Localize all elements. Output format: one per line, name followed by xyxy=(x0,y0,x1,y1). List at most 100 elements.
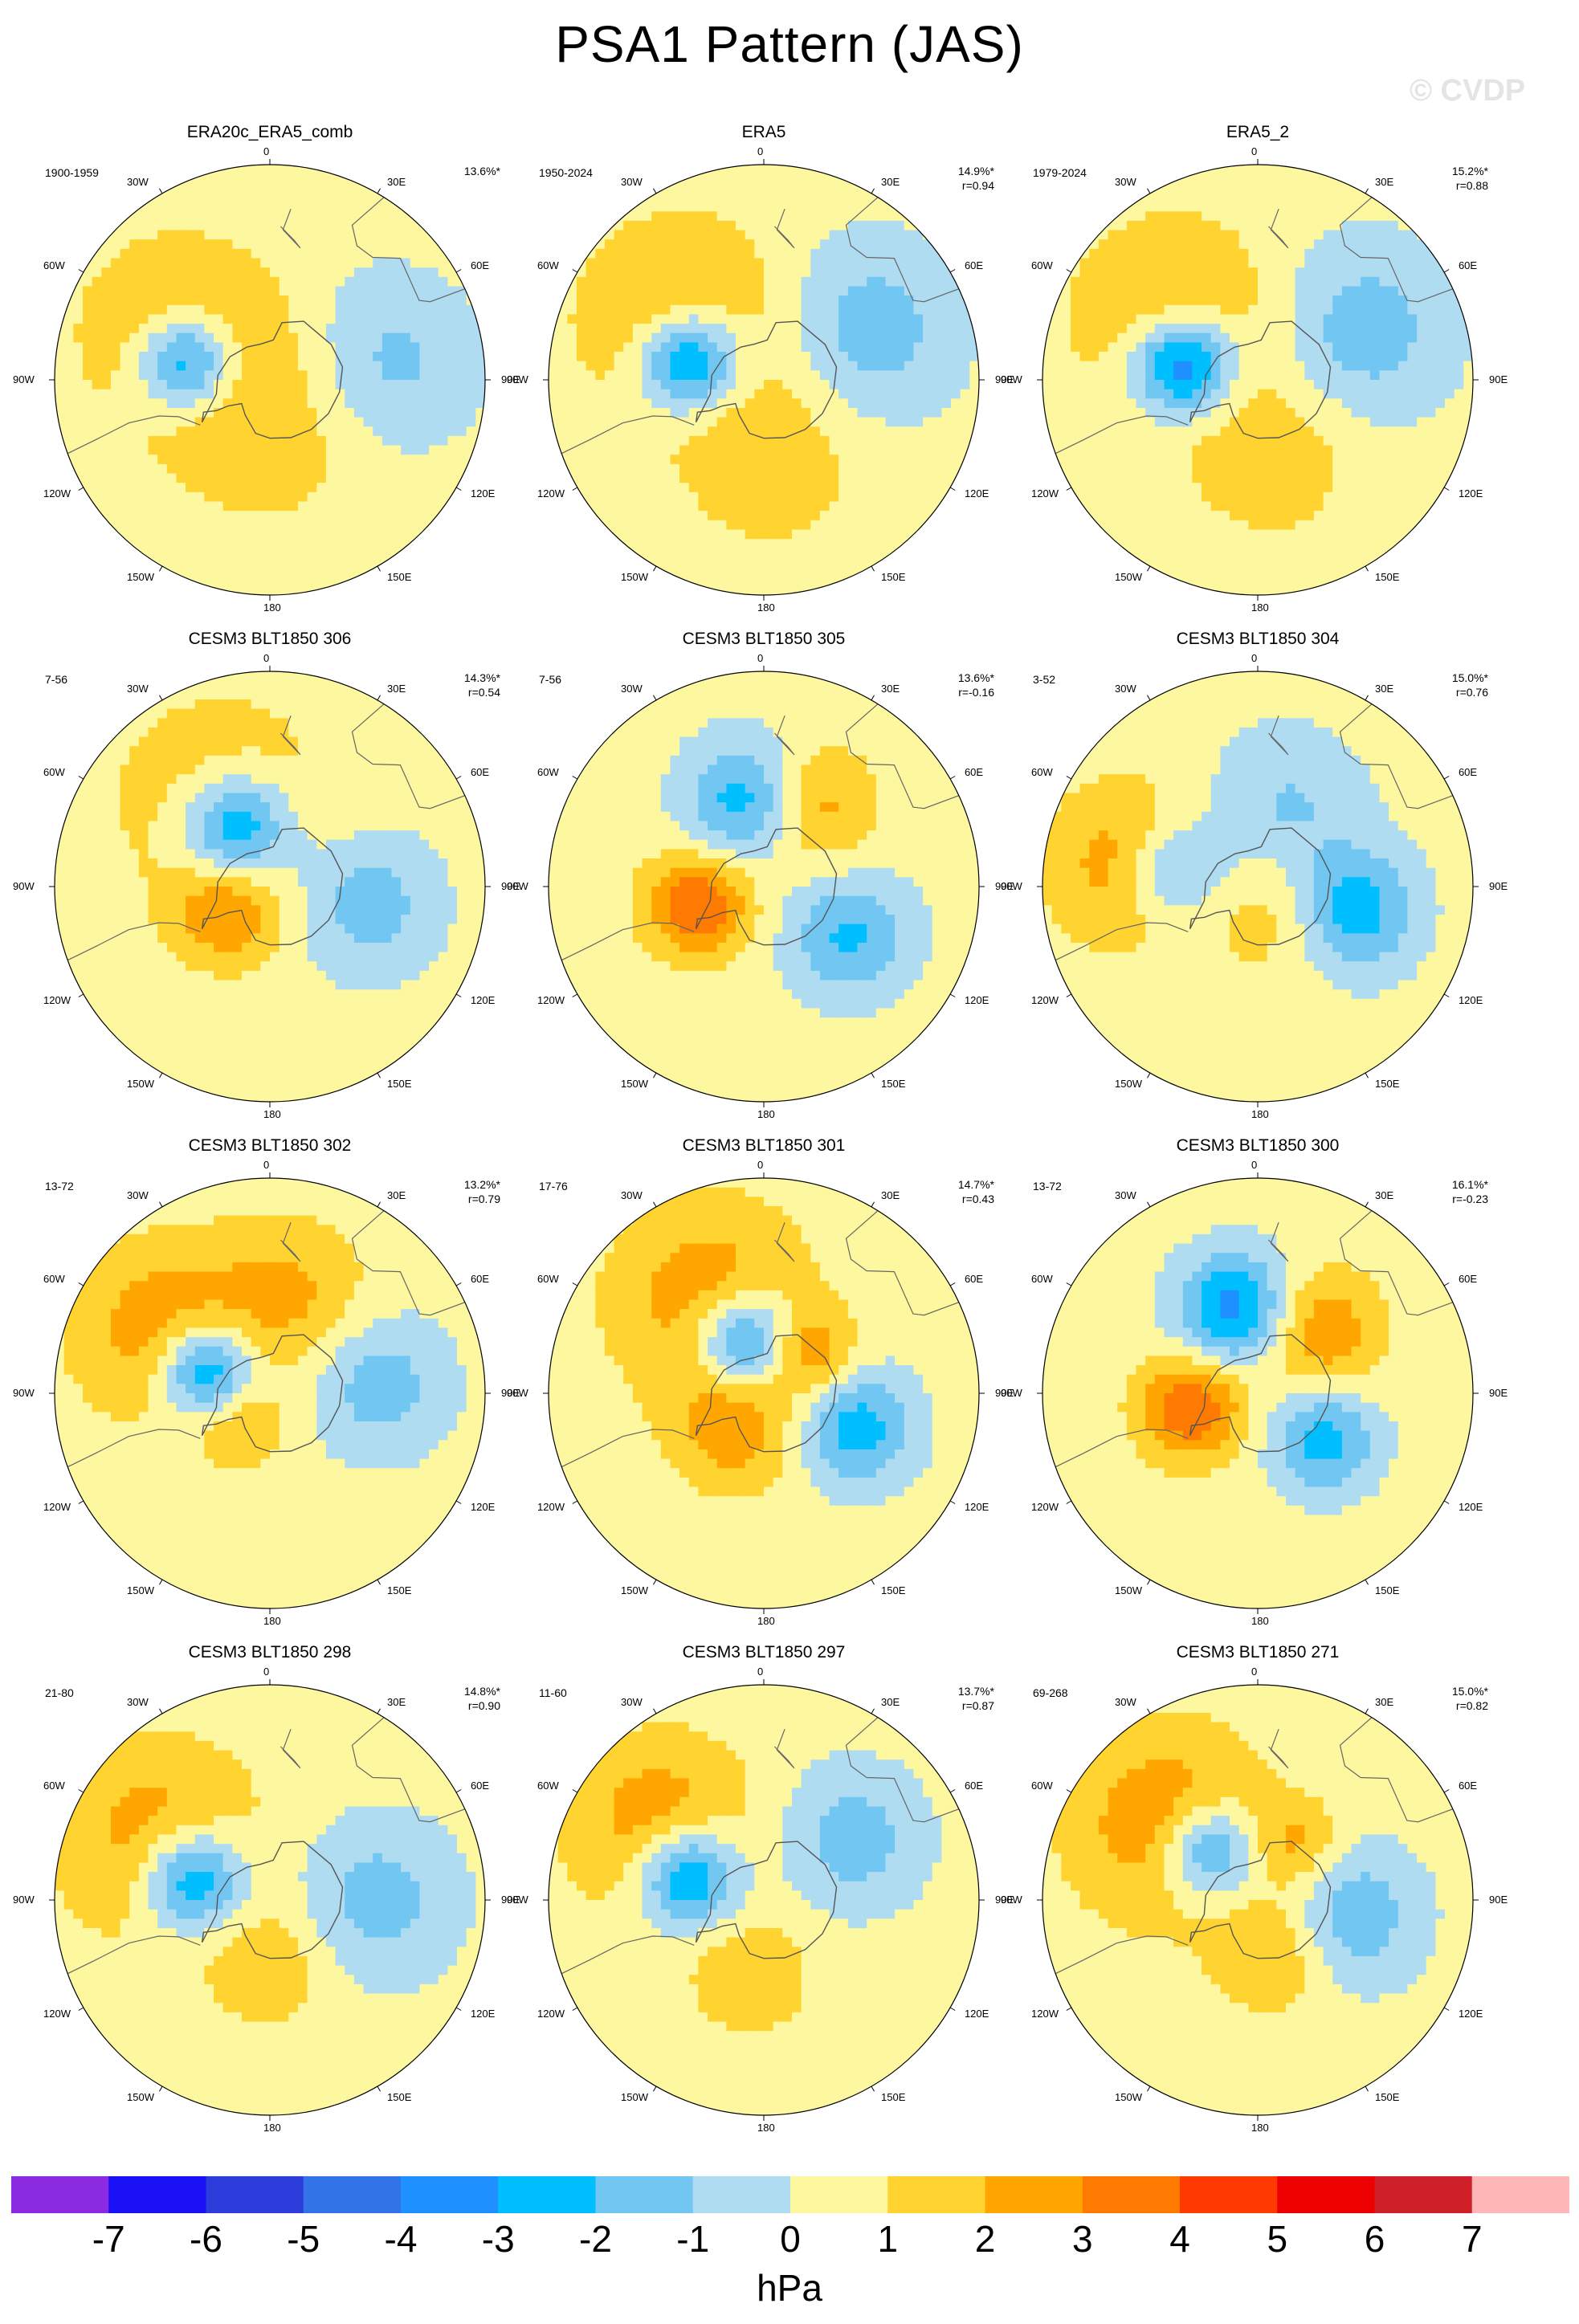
longitude-tick xyxy=(1066,1282,1072,1286)
longitude-label: 60W xyxy=(1031,1273,1053,1285)
colorbar-tick-label: 2 xyxy=(953,2217,1018,2261)
longitude-label: 120W xyxy=(1031,2008,1059,2020)
longitude-tick xyxy=(78,487,84,491)
panel-title: ERA5 xyxy=(516,123,1011,142)
longitude-label: 180 xyxy=(263,2122,281,2134)
panel-variance: 15.2%* xyxy=(1424,165,1488,177)
longitude-label: 180 xyxy=(263,1615,281,1627)
longitude-tick xyxy=(455,269,462,273)
longitude-label: 30E xyxy=(881,1696,900,1708)
south-america-coastline xyxy=(1055,1429,1189,1468)
new-zealand-coastline xyxy=(773,715,795,756)
longitude-label: 0 xyxy=(263,652,269,664)
polar-map xyxy=(49,1172,491,1614)
longitude-label: 150W xyxy=(1115,571,1142,583)
longitude-label: 90W xyxy=(1001,1387,1022,1399)
longitude-label: 30E xyxy=(881,1189,900,1201)
map-panel: 0 30E 60E 90E 120E 150E 180 150W 120W 90W 60W 30W ER… xyxy=(13,123,520,614)
colorbar-box xyxy=(108,2176,206,2213)
longitude-tick xyxy=(159,565,163,572)
longitude-label: 30W xyxy=(1115,683,1136,695)
longitude-tick xyxy=(949,1789,956,1793)
panel-variance: 14.3%* xyxy=(436,671,500,684)
colorbar-tick-label: 5 xyxy=(1245,2217,1309,2261)
panel-period: 1979-2024 xyxy=(1033,166,1087,179)
longitude-label: 60W xyxy=(43,1780,65,1792)
longitude-tick xyxy=(1066,1500,1072,1504)
longitude-tick xyxy=(949,487,956,491)
longitude-tick xyxy=(78,1500,84,1504)
longitude-tick xyxy=(572,1282,578,1286)
longitude-label: 90W xyxy=(507,880,528,892)
longitude-label: 120W xyxy=(537,2008,565,2020)
longitude-label: 180 xyxy=(263,1108,281,1120)
longitude-tick xyxy=(653,1708,657,1714)
new-zealand-coastline xyxy=(773,1728,795,1769)
longitude-label: 90W xyxy=(1001,880,1022,892)
australia-coastline xyxy=(351,1210,466,1316)
longitude-label: 90W xyxy=(507,373,528,385)
longitude-label: 90E xyxy=(1489,1894,1508,1906)
longitude-label: 90E xyxy=(501,880,520,892)
longitude-label: 120E xyxy=(471,1501,495,1513)
longitude-label: 120W xyxy=(1031,994,1059,1006)
south-america-coastline xyxy=(561,1935,695,1975)
longitude-tick xyxy=(78,2007,84,2011)
longitude-tick xyxy=(159,1708,163,1714)
new-zealand-coastline xyxy=(279,1728,301,1769)
longitude-tick xyxy=(1066,993,1072,997)
longitude-label: 150W xyxy=(621,571,648,583)
longitude-tick xyxy=(653,565,657,572)
longitude-label: 60E xyxy=(965,1273,983,1285)
australia-coastline xyxy=(845,1210,960,1316)
longitude-label: 60E xyxy=(471,259,489,271)
antarctica-coastline xyxy=(201,827,344,946)
map-panel: 0 30E 60E 90E 120E 150E 180 150W 120W 90W 60W 30W CE… xyxy=(1001,1136,1508,1628)
longitude-tick xyxy=(377,188,381,194)
longitude-label: 0 xyxy=(263,1666,269,1678)
longitude-label: 30E xyxy=(387,1189,406,1201)
australia-coastline xyxy=(351,703,466,809)
longitude-label: 120W xyxy=(537,1501,565,1513)
colorbar xyxy=(11,2176,1569,2213)
longitude-label: 60E xyxy=(471,1780,489,1792)
panel-period: 1900-1959 xyxy=(45,166,99,179)
longitude-label: 30W xyxy=(127,176,149,188)
longitude-label: 120E xyxy=(1459,1501,1483,1513)
australia-coastline xyxy=(351,1717,466,1823)
longitude-label: 0 xyxy=(757,145,763,157)
longitude-tick xyxy=(653,695,657,701)
longitude-label: 30E xyxy=(1375,683,1393,695)
antarctica-coastline xyxy=(201,1334,344,1453)
south-america-coastline xyxy=(561,922,695,961)
anomaly-field xyxy=(1042,1178,1473,1608)
longitude-tick xyxy=(949,776,956,780)
anomaly-field xyxy=(55,1685,485,2115)
south-america-coastline xyxy=(67,1935,201,1975)
longitude-tick xyxy=(653,1579,657,1585)
longitude-tick xyxy=(159,1072,163,1078)
longitude-label: 60E xyxy=(1459,259,1477,271)
colorbar-box xyxy=(206,2176,304,2213)
longitude-tick xyxy=(871,1201,875,1208)
longitude-tick xyxy=(1443,1789,1450,1793)
polar-map xyxy=(1037,1172,1479,1614)
panel-period: 3-52 xyxy=(1033,673,1055,686)
south-america-coastline xyxy=(67,415,201,455)
colorbar-tick-label: 3 xyxy=(1051,2217,1115,2261)
new-zealand-coastline xyxy=(1267,1221,1289,1262)
longitude-label: 120W xyxy=(1031,1501,1059,1513)
longitude-tick xyxy=(653,1072,657,1078)
longitude-tick xyxy=(1365,2085,1369,2092)
longitude-label: 150E xyxy=(387,2091,411,2103)
longitude-label: 150W xyxy=(621,1078,648,1090)
longitude-label: 90W xyxy=(13,1894,35,1906)
longitude-label: 30W xyxy=(127,683,149,695)
longitude-tick xyxy=(78,993,84,997)
longitude-label: 120E xyxy=(965,2008,989,2020)
panel-period: 13-72 xyxy=(1033,1180,1062,1193)
longitude-tick xyxy=(572,993,578,997)
longitude-tick xyxy=(572,1500,578,1504)
colorbar-box xyxy=(1180,2176,1278,2213)
panel-variance: 16.1%* xyxy=(1424,1178,1488,1191)
